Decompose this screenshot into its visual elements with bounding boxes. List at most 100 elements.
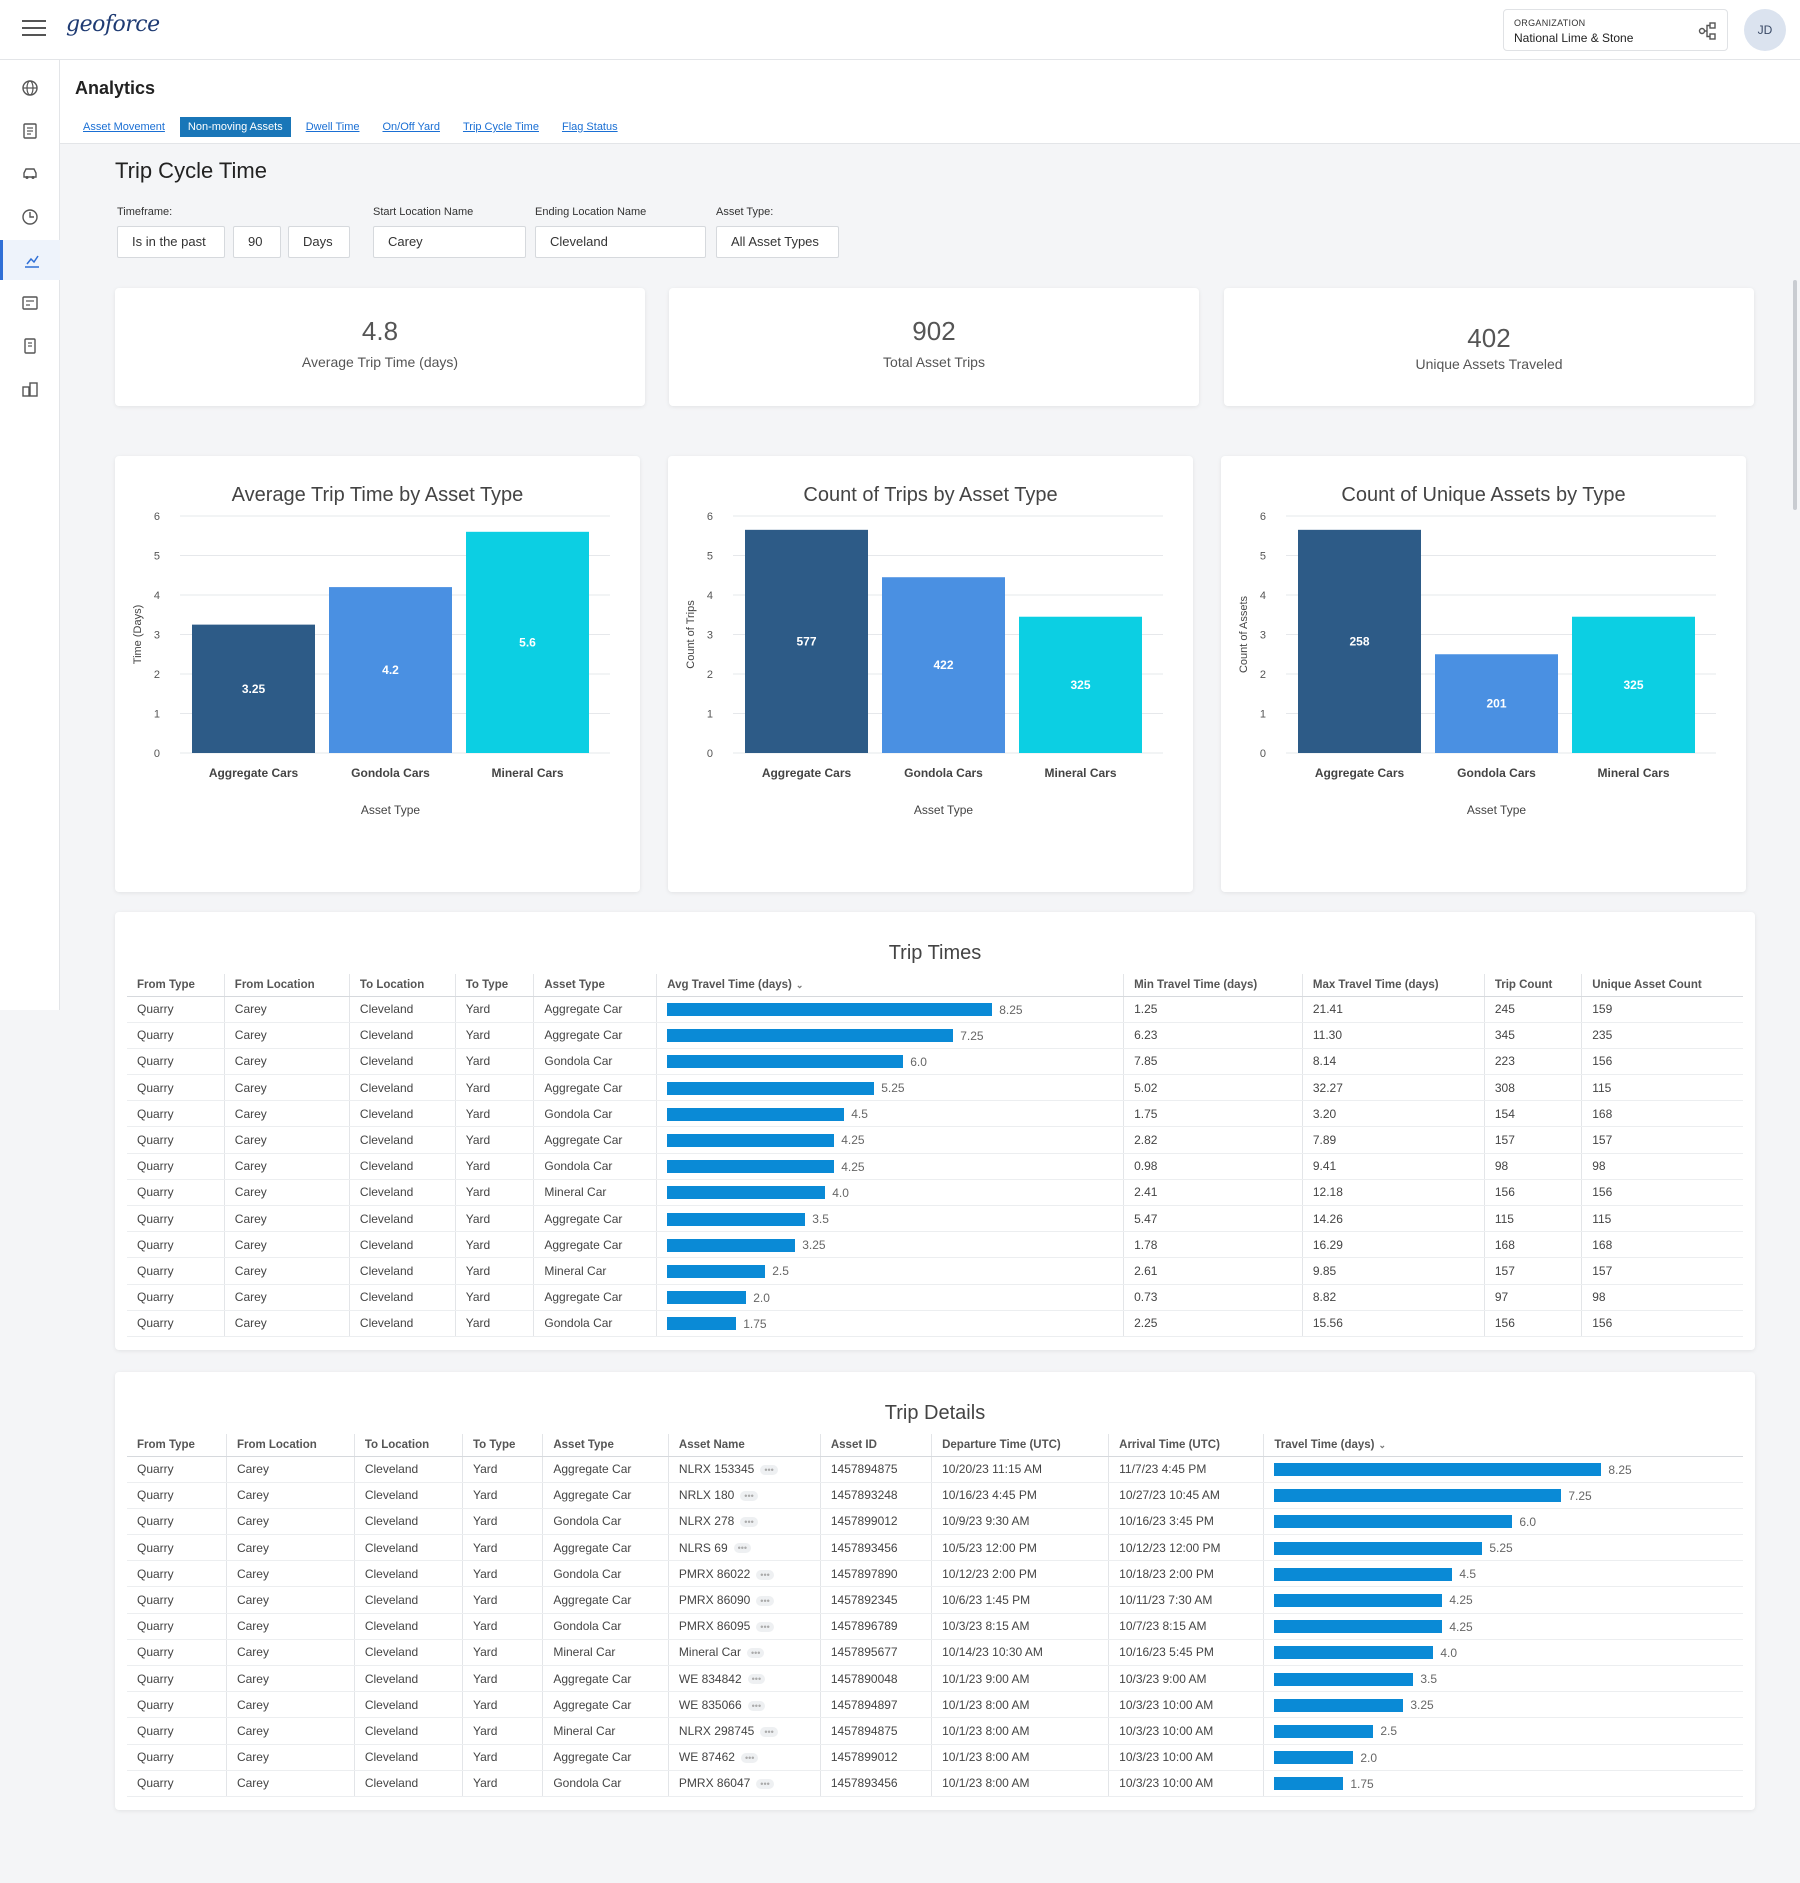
column-header[interactable]: Departure Time (UTC) (931, 1434, 1110, 1457)
table-row[interactable]: Quarry Carey Cleveland Yard Mineral Car Miner… (127, 1639, 1743, 1667)
table-row[interactable]: Quarry Carey Cleveland Yard Aggregate Car WE … (127, 1665, 1743, 1693)
table-title: Trip Details (884, 1402, 986, 1424)
tab-dwell-time[interactable]: Dwell Time (305, 121, 360, 133)
column-header[interactable]: Asset Type (542, 1434, 669, 1457)
data-label: 4.2 (382, 663, 399, 677)
column-header[interactable]: From Location (224, 974, 350, 997)
switch-org-icon[interactable] (1697, 20, 1719, 42)
table-row[interactable]: Quarry Carey Cleveland Yard Aggregate Car NLR… (127, 1534, 1743, 1562)
column-header[interactable]: Avg Travel Time (days) ⌄ (656, 974, 1125, 997)
table-row[interactable]: Quarry Carey Cleveland Yard Aggregate Car PMR… (127, 1586, 1743, 1614)
table-row[interactable]: Quarry Carey Cleveland Yard Gondola Car PMRX … (127, 1613, 1743, 1640)
analytics-icon[interactable] (0, 240, 60, 280)
table-cell: Aggregate Car (542, 1482, 669, 1509)
table-cell: Quarry (127, 1179, 225, 1207)
table-row[interactable]: Quarry Carey Cleveland Yard Gondola Car PMRX … (127, 1770, 1743, 1797)
column-header-label: To Location (359, 978, 425, 991)
globe-icon[interactable] (0, 68, 60, 108)
table-cell: Quarry (127, 1508, 227, 1536)
sort-down-icon[interactable]: ⌄ (795, 979, 804, 990)
column-header[interactable]: From Location (226, 1434, 355, 1457)
avatar[interactable]: JD (1744, 9, 1786, 51)
tab-non-moving-assets[interactable]: Non-moving Assets (179, 117, 291, 137)
column-header[interactable]: From Type (127, 1434, 227, 1457)
end-location-input[interactable]: Cleveland (535, 226, 706, 258)
bar (466, 531, 589, 753)
tab-flag-status[interactable]: Flag Status (561, 121, 618, 133)
menu-icon[interactable] (22, 20, 46, 38)
sort-down-icon[interactable]: ⌄ (1378, 1439, 1387, 1450)
tab-on-off-yard[interactable]: On/Off Yard (382, 121, 440, 133)
table-cell: Quarry (127, 1048, 225, 1076)
start-location-input[interactable]: Carey (373, 226, 526, 258)
x-tick-label: Aggregate Cars (1315, 766, 1405, 780)
table-row[interactable]: Quarry Carey Cleveland Yard Aggregate Car WE … (127, 1691, 1743, 1719)
table-row[interactable]: Quarry Carey Cleveland Yard Aggregate Car 7.2… (127, 1022, 1743, 1049)
more-icon[interactable]: ••• (733, 1543, 752, 1554)
report-icon[interactable] (0, 111, 60, 151)
timeframe-operator-select[interactable]: Is in the past (117, 226, 225, 258)
more-icon[interactable]: ••• (760, 1464, 778, 1475)
table-row[interactable]: Quarry Carey Cleveland Yard Gondola Car NLRX … (127, 1508, 1743, 1536)
column-header[interactable]: Min Travel Time (days) (1123, 974, 1303, 997)
column-header[interactable]: Unique Asset Count (1581, 974, 1743, 997)
column-header[interactable]: To Location (349, 974, 456, 997)
column-header[interactable]: Asset ID (820, 1434, 933, 1457)
clock-icon[interactable] (0, 197, 60, 237)
table-row[interactable]: Quarry Carey Cleveland Yard Gondola Car 1.75 2… (127, 1310, 1743, 1337)
buildings-icon[interactable] (0, 369, 60, 409)
table-row[interactable]: Quarry Carey Cleveland Yard Aggregate Car 3.5… (127, 1205, 1743, 1233)
car-icon[interactable] (0, 154, 60, 194)
table-row[interactable]: Quarry Carey Cleveland Yard Gondola Car PMRX … (127, 1560, 1743, 1588)
bar (192, 624, 315, 753)
column-header[interactable]: To Type (455, 974, 535, 997)
asset-type-select[interactable]: All Asset Types (716, 226, 839, 258)
more-icon[interactable]: ••• (747, 1700, 766, 1711)
column-header[interactable]: Travel Time (days) ⌄ (1263, 1434, 1743, 1457)
table-row[interactable]: Quarry Carey Cleveland Yard Mineral Car 4.0 2.… (127, 1179, 1743, 1207)
table-row[interactable]: Quarry Carey Cleveland Yard Aggregate Car 5.2… (127, 1074, 1743, 1102)
column-header[interactable]: Trip Count (1484, 974, 1583, 997)
column-header[interactable]: To Type (462, 1434, 544, 1457)
logo[interactable]: geoforce (66, 12, 160, 37)
timeframe-number-input[interactable]: 90 (233, 226, 281, 258)
more-icon[interactable]: ••• (740, 1752, 759, 1763)
dashboard-icon[interactable] (0, 283, 60, 323)
more-icon[interactable]: ••• (747, 1674, 766, 1685)
cell-text: 168 (1592, 1106, 1613, 1121)
column-header[interactable]: From Type (127, 974, 225, 997)
tab-asset-movement[interactable]: Asset Movement (83, 121, 165, 133)
more-icon[interactable]: ••• (756, 1595, 774, 1606)
table-row[interactable]: Quarry Carey Cleveland Yard Mineral Car NLRX … (127, 1717, 1743, 1745)
more-icon[interactable]: ••• (760, 1726, 778, 1737)
document-icon[interactable] (0, 326, 60, 366)
more-icon[interactable]: ••• (740, 1491, 758, 1502)
column-header[interactable]: Asset Type (533, 974, 658, 997)
table-row[interactable]: Quarry Carey Cleveland Yard Gondola Car 6.0 7.… (127, 1048, 1743, 1076)
table-row[interactable]: Quarry Carey Cleveland Yard Gondola Car 4.5 1.… (127, 1100, 1743, 1128)
more-icon[interactable]: ••• (756, 1569, 774, 1580)
more-icon[interactable]: ••• (756, 1622, 774, 1633)
page-scrollbar[interactable] (1793, 280, 1797, 510)
column-header-label: Travel Time (days) (1274, 1438, 1375, 1451)
column-header[interactable]: Asset Name (668, 1434, 821, 1457)
value-bar (667, 1107, 845, 1121)
table-row[interactable]: Quarry Carey Cleveland Yard Gondola Car 4.25 0… (127, 1153, 1743, 1180)
table-row[interactable]: Quarry Carey Cleveland Yard Aggregate Car 2.0… (127, 1284, 1743, 1311)
table-row[interactable]: Quarry Carey Cleveland Yard Aggregate Car WE … (127, 1744, 1743, 1771)
table-row[interactable]: Quarry Carey Cleveland Yard Aggregate Car 3.2… (127, 1231, 1743, 1259)
tab-trip-cycle-time[interactable]: Trip Cycle Time (462, 121, 539, 133)
table-row[interactable]: Quarry Carey Cleveland Yard Aggregate Car NRL… (127, 1482, 1743, 1509)
column-header[interactable]: Max Travel Time (days) (1302, 974, 1485, 997)
column-header[interactable]: Arrival Time (UTC) (1108, 1434, 1265, 1457)
table-row[interactable]: Quarry Carey Cleveland Yard Mineral Car 2.5 2.… (127, 1257, 1743, 1285)
table-row[interactable]: Quarry Carey Cleveland Yard Aggregate Car 8.2… (127, 996, 1743, 1023)
timeframe-unit-select[interactable]: Days (288, 226, 350, 258)
more-icon[interactable]: ••• (740, 1517, 758, 1528)
more-icon[interactable]: ••• (756, 1779, 774, 1790)
more-icon[interactable]: ••• (746, 1648, 765, 1659)
column-header[interactable]: To Location (354, 1434, 463, 1457)
table-row[interactable]: Quarry Carey Cleveland Yard Aggregate Car NLR… (127, 1456, 1743, 1483)
table-row[interactable]: Quarry Carey Cleveland Yard Aggregate Car 4.2… (127, 1126, 1743, 1154)
organization-selector[interactable]: ORGANIZATION National Lime & Stone (1503, 9, 1728, 51)
